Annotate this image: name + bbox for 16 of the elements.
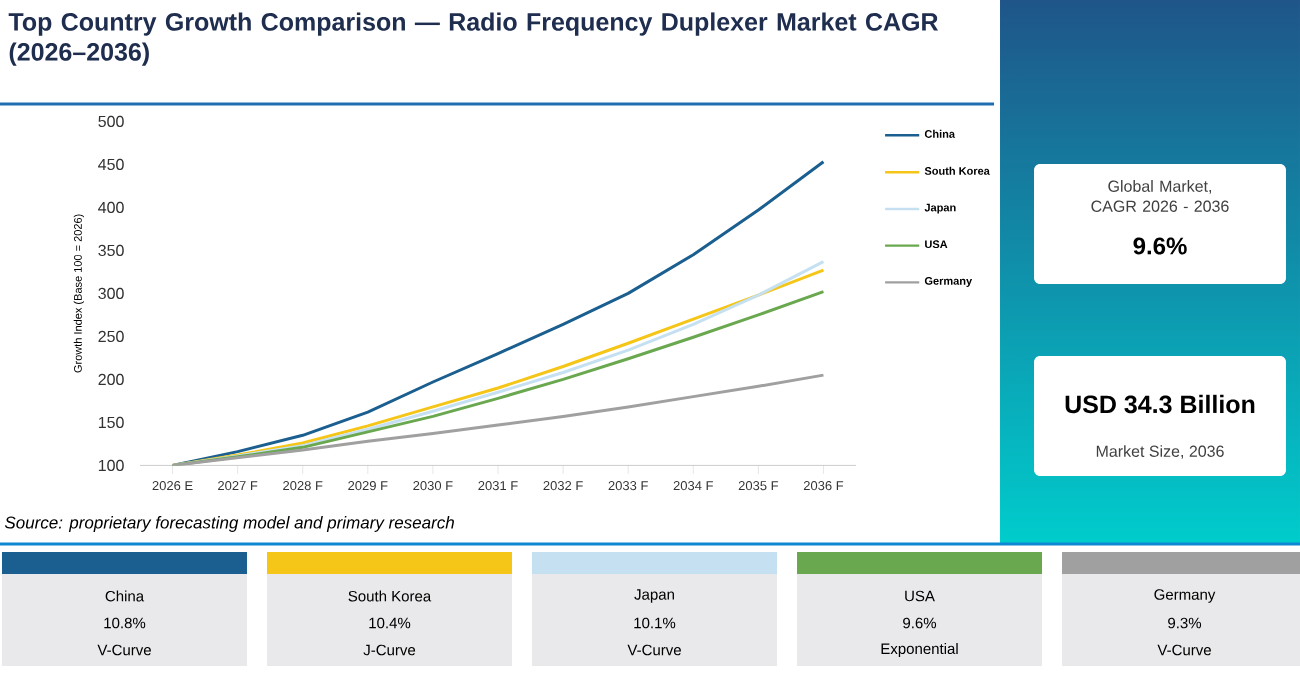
- y-tick-label: 100: [98, 459, 124, 472]
- chart-title: Top Country Growth Comparison — Radio Frequency Duplexer Market CAGR (2026–2036): [8, 12, 939, 66]
- text: Market Size, 2036: [1096, 445, 1224, 459]
- line-series: [171, 160, 825, 466]
- y-tick-label: 400: [98, 201, 124, 214]
- y-tick-label: 300: [98, 287, 124, 300]
- y-tick-label: 250: [98, 330, 124, 343]
- text: Global Market, CAGR 2026 - 2036: [1091, 180, 1229, 212]
- y-tick-label: 350: [98, 244, 124, 257]
- y-tick-label: 500: [98, 115, 124, 128]
- text: USD 34.3 Billion: [1065, 394, 1255, 414]
- text: 9.6%: [1133, 237, 1187, 255]
- y-tick-label: 450: [98, 158, 124, 171]
- source-note: Source: proprietary forecasting model and primary research: [4, 516, 454, 532]
- y-tick-label: 150: [98, 416, 124, 429]
- y-tick-label: 200: [98, 373, 124, 386]
